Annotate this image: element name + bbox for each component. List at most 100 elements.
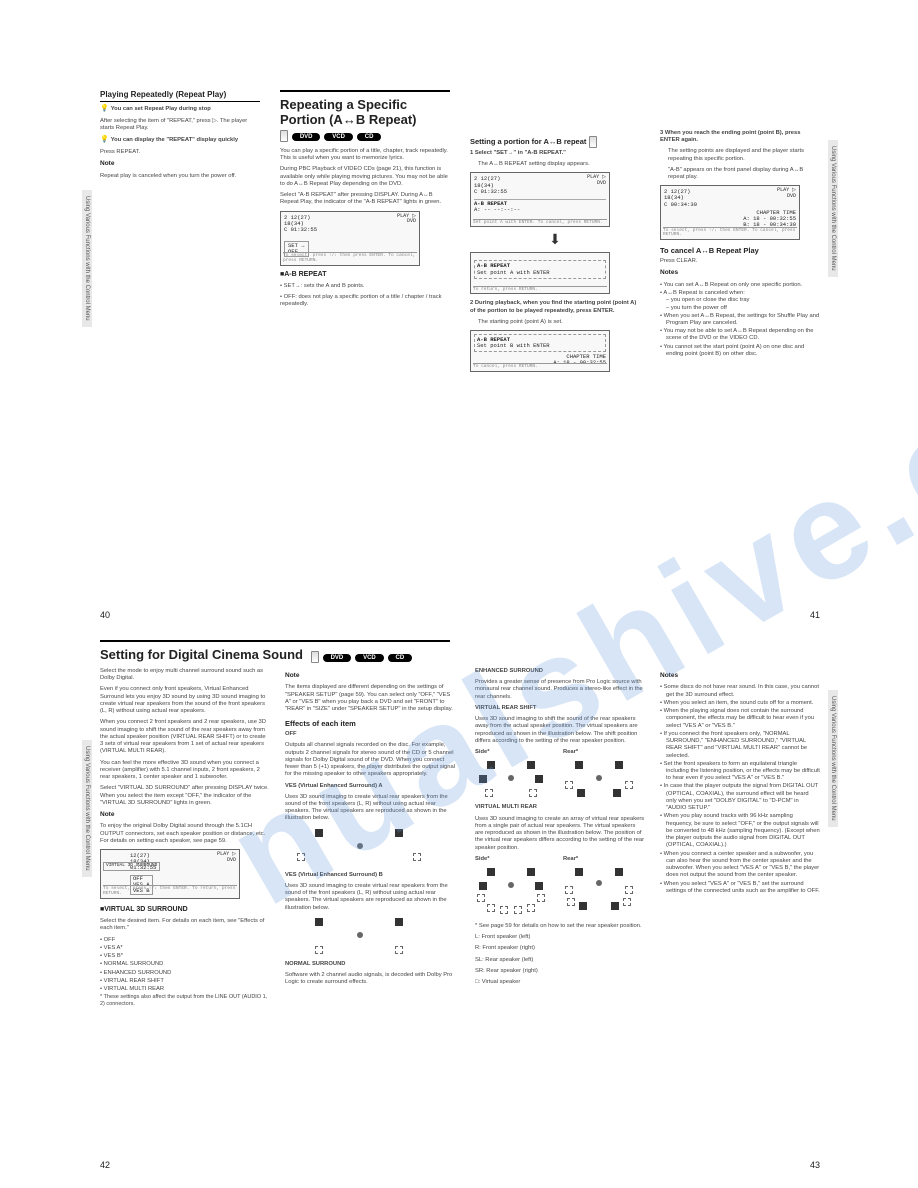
virtual-speaker-icon	[567, 898, 575, 906]
virtual-speaker-icon	[625, 886, 633, 894]
vesa-body: Uses 3D sound imaging to create virtual …	[285, 794, 455, 823]
legend-sr: SR: Rear speaker (right)	[475, 968, 645, 975]
vesb-body: Uses 3D sound imaging to create virtual …	[285, 883, 455, 912]
s1bar: A-B REPEAT A: -- --:--:--	[474, 199, 606, 213]
down-arrow-icon: ⬇	[470, 231, 640, 248]
ab-p2: During PBC Playback of VIDEO CDs (page 2…	[280, 166, 450, 188]
v3d-foot: To select, press ↑/↓ then ENTER. To retu…	[103, 885, 237, 897]
col-dcs-notes: Notes Some discs do not have rear sound.…	[660, 668, 820, 896]
note-body: Repeat play is canceled when you turn th…	[100, 173, 260, 180]
dcs-p5: Select "VIRTUAL 3D SURROUND" after press…	[100, 785, 270, 807]
ns-body: Software with 2 channel audio signals, i…	[285, 972, 455, 986]
speaker-icon	[487, 868, 495, 876]
play-corner: PLAY ▷DVD	[217, 852, 236, 863]
title-ab1: Repeating a Specific	[280, 98, 450, 113]
col-dcs-intro: Select the mode to enjoy multi channel s…	[100, 668, 270, 1012]
s2foot: To return, press RETURN.	[473, 286, 607, 293]
diagram-vmr-rear	[563, 866, 635, 914]
screen-step1: PLAY ▷DVD 2 12(27) 18(34) C 01:32:55 A-B…	[470, 172, 610, 227]
es-body: Provides a greater sense of presence fro…	[475, 679, 645, 701]
title-rule	[100, 640, 450, 642]
virtual-speaker-icon	[537, 894, 545, 902]
listener-icon	[596, 880, 602, 886]
page-number-right: 41	[810, 610, 820, 620]
listener-icon	[357, 932, 363, 938]
virtual-speaker-icon	[527, 904, 535, 912]
col-ab-end: 3 When you reach the ending point (point…	[660, 130, 820, 359]
vrs-diagrams: Side* Rear*	[475, 749, 645, 804]
disc-icons: DVD VCD CD	[280, 130, 450, 142]
diagram-vrs-rear	[563, 759, 635, 801]
s4foot: To select, press ↑/↓ then ENTER. To canc…	[663, 227, 797, 239]
note-item: When you select "VES A" or "VES B," set …	[660, 881, 820, 895]
cancel-body: Press CLEAR.	[660, 258, 820, 265]
speaker-icon	[577, 789, 585, 797]
dcs-note: To enjoy the original Dolby Digital soun…	[100, 823, 270, 845]
eff-note: The items displayed are different depend…	[285, 684, 455, 713]
side-tab-right: Using Various Functions with the Control…	[828, 690, 838, 827]
title-dcs: Setting for Digital Cinema Sound	[100, 647, 303, 662]
step3b: The setting points are displayed and the…	[660, 148, 820, 162]
listener-icon	[357, 843, 363, 849]
virtual-speaker-icon	[477, 894, 485, 902]
s2bar: A-B REPEAT Set point A with ENTER	[474, 260, 606, 278]
col-surround-modes: ENHANCED SURROUND Provides a greater sen…	[475, 668, 645, 990]
badge-vcd: VCD	[355, 654, 384, 662]
remote-icon	[311, 651, 319, 663]
step1: 1 Select "SET→" in "A-B REPEAT."	[470, 150, 640, 157]
dcs-notes-list: Some discs do not have rear sound. In th…	[660, 684, 820, 895]
rear-label: Rear*	[563, 749, 645, 756]
page-number-right: 43	[810, 1160, 820, 1170]
es-head: ENHANCED SURROUND	[475, 668, 645, 675]
title-repeat-play: Playing Repeatedly (Repeat Play)	[100, 90, 260, 102]
speaker-icon	[315, 918, 323, 926]
rear-label: Rear*	[563, 856, 645, 863]
speaker-icon	[487, 761, 495, 769]
v3d-head: ■VIRTUAL 3D SURROUND	[100, 905, 270, 914]
badge-dvd: DVD	[323, 654, 352, 662]
virtual-speaker-icon	[500, 906, 508, 914]
spread-40-41: Using Various Functions with the Control…	[100, 90, 820, 570]
remote-icon	[280, 130, 288, 142]
legend-note: * See page 59 for details on how to set …	[475, 923, 645, 930]
speaker-icon	[315, 829, 323, 837]
off-head: OFF	[285, 731, 455, 738]
title-ab2: Portion (A↔B Repeat)	[280, 113, 450, 128]
speaker-icon	[535, 882, 543, 890]
spread-42-43: Using Various Functions with the Control…	[100, 640, 820, 1120]
list-item: VIRTUAL MULTI REAR	[100, 986, 270, 993]
dcs-p4: You can feel the more effective 3D sound…	[100, 760, 270, 782]
remote-icon	[589, 136, 597, 148]
note-item: You cannot set the start point (point A)…	[660, 344, 820, 358]
speaker-icon	[615, 761, 623, 769]
badge-vcd: VCD	[324, 133, 353, 141]
dcs-p3: When you connect 2 front speakers and 2 …	[100, 719, 270, 755]
v3d-footnote: * These settings also affect the output …	[100, 994, 270, 1008]
note-item: When you set A↔B Repeat, the settings fo…	[660, 313, 820, 327]
list-item: VES A*	[100, 945, 270, 952]
listener-icon	[508, 775, 514, 781]
vmr-diagrams: Side* Rear*	[475, 856, 645, 917]
step1b: The A↔B REPEAT setting display appears.	[470, 161, 640, 168]
side-label: Side*	[475, 749, 557, 756]
col-ab-repeat-intro: Repeating a Specific Portion (A↔B Repeat…	[280, 90, 450, 312]
notes-head: Notes	[660, 269, 820, 277]
v3d-label: VIRTUAL 3D SURROUND	[103, 862, 160, 871]
virtual-speaker-icon	[485, 789, 493, 797]
play-corner: PLAY ▷DVD	[587, 175, 606, 186]
note-item: A↔B Repeat is canceled when: – you open …	[660, 290, 820, 312]
off-body: Outputs all channel signals recorded on …	[285, 742, 455, 778]
speaker-icon	[579, 902, 587, 910]
page-number-left: 42	[100, 1160, 110, 1170]
ns-head: NORMAL SURROUND	[285, 961, 455, 968]
note-head: Note	[100, 160, 260, 168]
play-corner: PLAY ▷DVD	[777, 188, 796, 199]
dcs-title-block: Setting for Digital Cinema Sound DVD VCD…	[100, 640, 450, 663]
v3d-options: OFF VES A* VES B* NORMAL SURROUND ENHANC…	[100, 937, 270, 994]
virtual-speaker-icon	[565, 781, 573, 789]
note-item: When you connect a center speaker and a …	[660, 851, 820, 880]
notes-list: You can set A↔B Repeat on only one speci…	[660, 282, 820, 358]
setting-portion-head: Setting a portion for A↔B repeat	[470, 136, 640, 148]
virtual-speaker-icon	[487, 904, 495, 912]
virtual-speaker-icon	[297, 853, 305, 861]
